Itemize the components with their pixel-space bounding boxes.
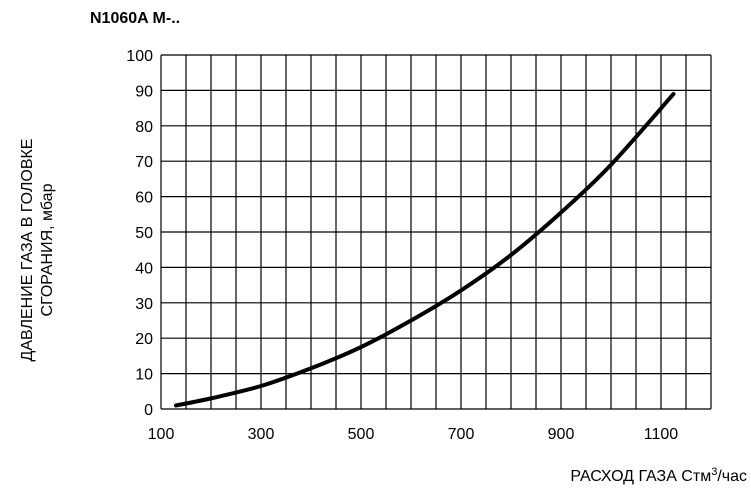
x-axis-label-superscript: 3 <box>711 466 718 478</box>
x-axis-label: РАСХОД ГАЗА Стм3/час <box>570 466 747 486</box>
series-line <box>174 91 676 408</box>
y-tick-label: 70 <box>135 154 153 171</box>
x-tick-label: 300 <box>248 426 275 443</box>
y-tick-label: 0 <box>144 402 153 419</box>
y-tick-label: 10 <box>135 367 153 384</box>
chart-title: N1060A M-.. <box>90 10 181 27</box>
x-tick-label: 700 <box>448 426 475 443</box>
x-tick-label: 500 <box>348 426 375 443</box>
x-axis-label-tail: /час <box>717 468 747 485</box>
y-tick-label: 30 <box>135 296 153 313</box>
y-tick-label: 50 <box>135 225 153 242</box>
x-tick-label: 1100 <box>644 426 679 443</box>
y-tick-label: 20 <box>135 331 153 348</box>
x-tick-label: 100 <box>148 426 175 443</box>
x-axis-label-text: РАСХОД ГАЗА Стм <box>570 468 712 485</box>
x-tick-label: 900 <box>548 426 575 443</box>
y-tick-label: 60 <box>135 190 153 207</box>
y-tick-label: 100 <box>126 48 153 65</box>
y-tick-label: 80 <box>135 119 153 136</box>
y-tick-label: 40 <box>135 260 153 277</box>
y-tick-label: 90 <box>135 83 153 100</box>
